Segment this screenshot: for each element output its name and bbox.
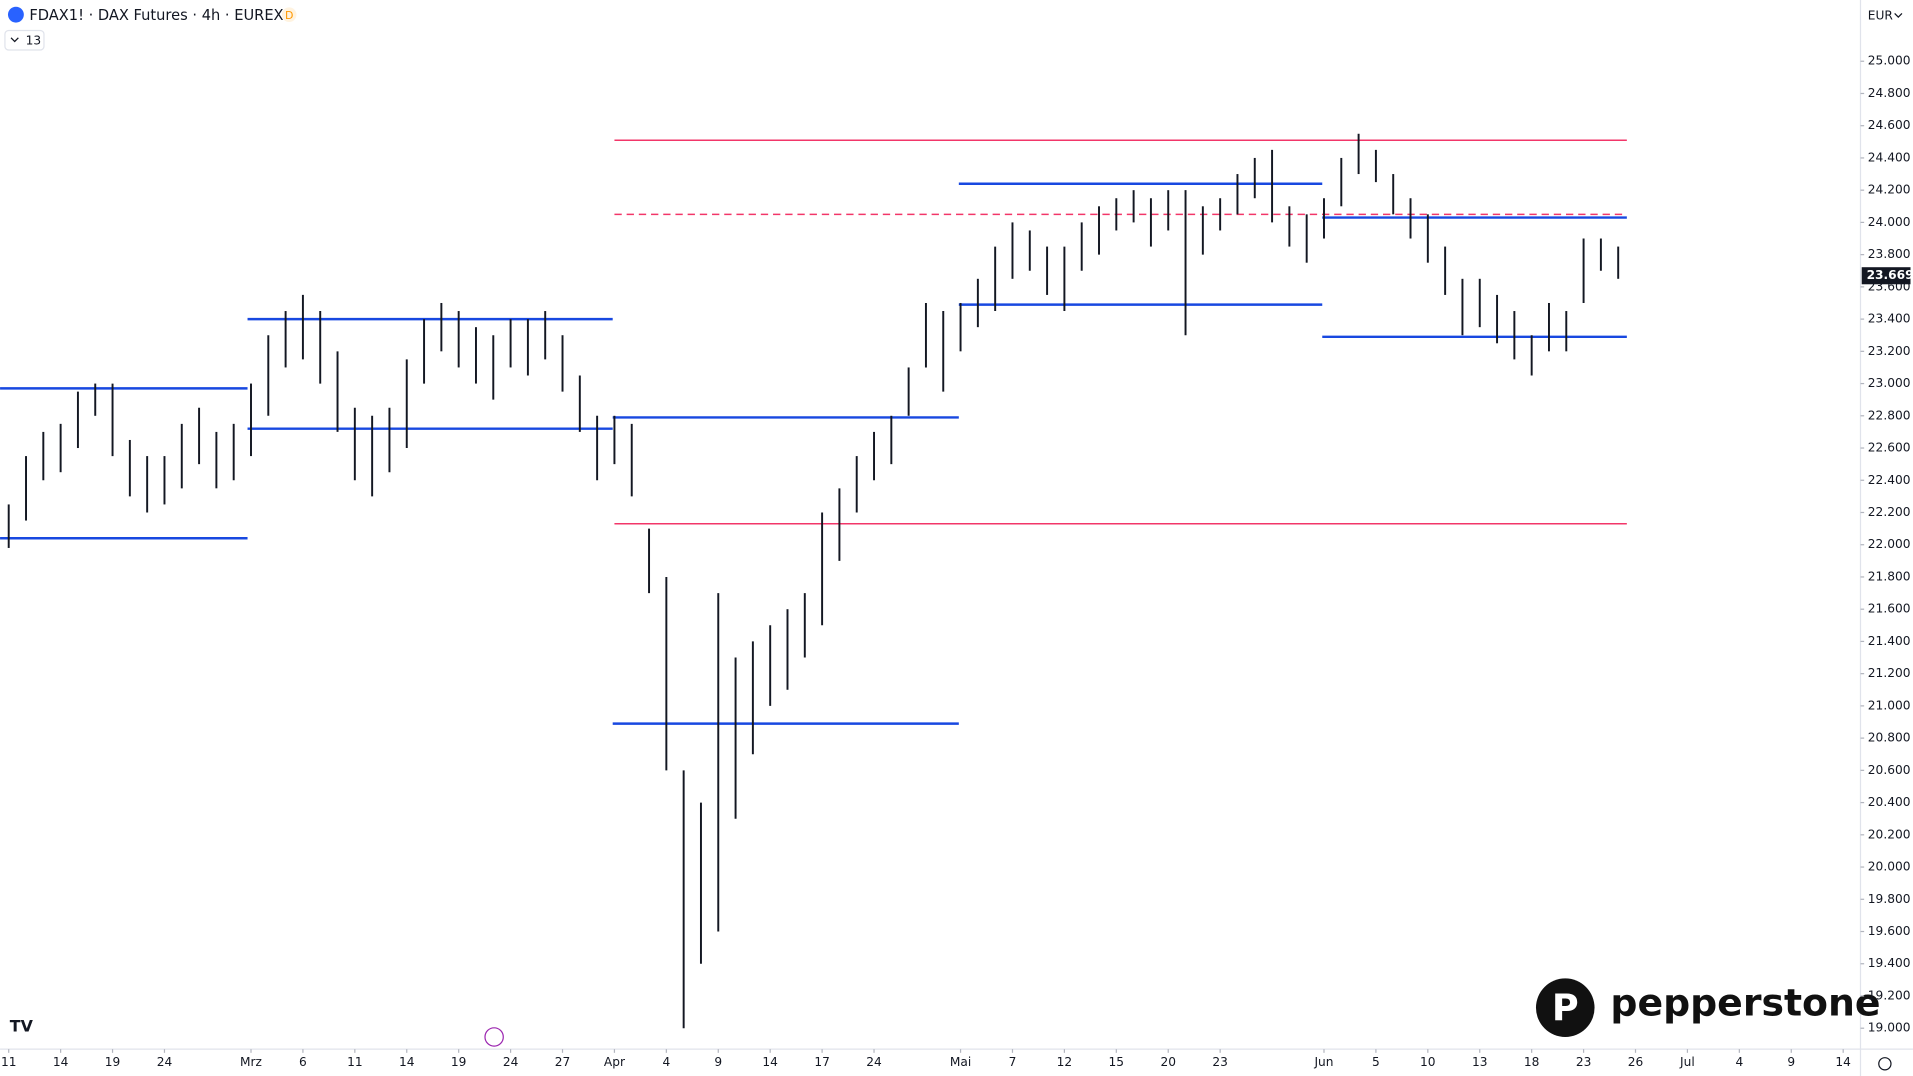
x-tick-label: 4 (1735, 1055, 1743, 1069)
y-tick-label: 19.600 (1868, 924, 1911, 938)
x-tick-label: Mrz (240, 1055, 262, 1069)
x-tick-label: 14 (762, 1055, 778, 1069)
x-tick-label: 14 (399, 1055, 415, 1069)
y-tick-label: 20.200 (1868, 827, 1911, 841)
y-tick-label: 21.200 (1868, 666, 1911, 680)
x-tick-label: 14 (1835, 1055, 1851, 1069)
chevron (10, 37, 19, 43)
y-tick-label: 24.400 (1868, 150, 1911, 164)
x-tick-label: 18 (1524, 1055, 1540, 1069)
badge: D (285, 9, 293, 22)
last-price-label: 23.669 (1867, 268, 1913, 282)
y-tick-label: 19.200 (1868, 988, 1911, 1002)
y-tick-label: 22.600 (1868, 441, 1911, 455)
indicator-count: 13 (26, 33, 42, 47)
y-tick-label: 20.000 (1868, 860, 1911, 874)
brand-logo (1535, 978, 1595, 1037)
currency-chevron (1894, 12, 1903, 18)
x-tick-label: 20 (1160, 1055, 1176, 1069)
x-tick-label: 19 (451, 1055, 467, 1069)
y-tick-label: 20.800 (1868, 731, 1911, 745)
x-tick-label: 26 (1628, 1055, 1644, 1069)
y-tick-label: 21.400 (1868, 634, 1911, 648)
y-tick-label: 25.000 (1868, 54, 1911, 68)
y-tick-label: 23.400 (1868, 312, 1911, 326)
currency[interactable]: EUR (1868, 8, 1894, 22)
x-tick-label: 6 (299, 1055, 307, 1069)
settings-icon[interactable] (1878, 1057, 1892, 1071)
x-tick-label: 11 (347, 1055, 363, 1069)
symbol-icon (7, 6, 24, 23)
last-price-box (1861, 267, 1911, 285)
x-tick-label: 24 (157, 1055, 173, 1069)
x-tick-label: Apr (604, 1055, 626, 1069)
x-tick-label: 11 (1, 1055, 17, 1069)
y-tick-label: 24.600 (1868, 118, 1911, 132)
x-tick-label: 15 (1109, 1055, 1125, 1069)
y-tick-label: 19.000 (1868, 1021, 1911, 1035)
y-tick-label: 24.200 (1868, 183, 1911, 197)
x-tick-label: 13 (1472, 1055, 1488, 1069)
x-tick-label: 9 (1787, 1055, 1795, 1069)
badge-bg (281, 7, 297, 22)
x-tick-label: Jul (1679, 1055, 1695, 1069)
x-tick-label: 7 (1009, 1055, 1017, 1069)
y-tick-label: 20.400 (1868, 795, 1911, 809)
x-tick-label: 19 (105, 1055, 121, 1069)
symbol-title[interactable]: FDAX1! · DAX Futures · 4h · EUREX (29, 7, 283, 24)
y-tick-label: 23.000 (1868, 376, 1911, 390)
brand-mark: P (1552, 987, 1579, 1030)
x-tick-label: 17 (814, 1055, 830, 1069)
indicator-toggle[interactable] (4, 29, 45, 51)
x-tick-label: 14 (53, 1055, 69, 1069)
y-tick-label: 21.800 (1868, 569, 1911, 583)
y-tick-label: 24.800 (1868, 86, 1911, 100)
tv-logo: TV (10, 1017, 34, 1036)
x-tick-label: Mai (950, 1055, 971, 1069)
y-tick-label: 24.000 (1868, 215, 1911, 229)
x-tick-label: 9 (714, 1055, 722, 1069)
y-tick-label: 23.200 (1868, 344, 1911, 358)
y-tick-label: 22.800 (1868, 408, 1911, 422)
x-tick-label: 4 (662, 1055, 670, 1069)
x-tick-label: 23 (1212, 1055, 1228, 1069)
y-tick-label: 22.400 (1868, 473, 1911, 487)
x-tick-label: 24 (866, 1055, 882, 1069)
y-tick-label: 20.600 (1868, 763, 1911, 777)
x-tick-label: 23 (1576, 1055, 1592, 1069)
y-tick-label: 22.200 (1868, 505, 1911, 519)
y-tick-label: 19.400 (1868, 956, 1911, 970)
x-tick-label: Jun (1313, 1055, 1333, 1069)
x-tick-label: 12 (1057, 1055, 1073, 1069)
replay-icon[interactable] (484, 1027, 504, 1047)
y-tick-label: 22.000 (1868, 537, 1911, 551)
y-tick-label: 21.600 (1868, 602, 1911, 616)
x-tick-label: 5 (1372, 1055, 1380, 1069)
y-tick-label: 19.800 (1868, 892, 1911, 906)
y-tick-label: 21.000 (1868, 698, 1911, 712)
brand-name: pepperstone (1610, 981, 1880, 1025)
y-tick-label: 23.800 (1868, 247, 1911, 261)
x-tick-label: 24 (503, 1055, 519, 1069)
x-tick-label: 27 (555, 1055, 571, 1069)
x-tick-label: 10 (1420, 1055, 1436, 1069)
